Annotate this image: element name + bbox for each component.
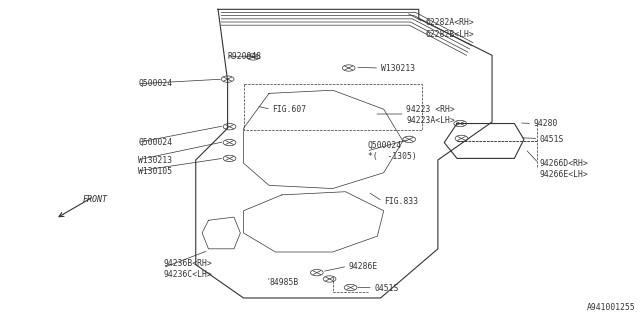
Text: Q500024: Q500024	[368, 141, 402, 150]
Text: 94280: 94280	[534, 119, 558, 128]
Text: FRONT: FRONT	[83, 195, 108, 204]
Text: 94223 <RH>: 94223 <RH>	[406, 105, 455, 114]
Text: 94266D<RH>: 94266D<RH>	[540, 159, 589, 168]
Text: 94236C<LH>: 94236C<LH>	[164, 270, 212, 279]
Text: 94286E: 94286E	[349, 262, 378, 271]
Text: Q500024: Q500024	[138, 138, 173, 147]
Text: FIG.607: FIG.607	[272, 105, 307, 114]
Text: W130213: W130213	[381, 63, 415, 73]
Text: 0451S: 0451S	[540, 135, 564, 144]
Text: FIG.833: FIG.833	[384, 197, 418, 206]
Text: W130213: W130213	[138, 156, 173, 164]
Text: 0451S: 0451S	[374, 284, 399, 293]
Text: R920048: R920048	[228, 52, 262, 61]
Text: *(  -1305): *( -1305)	[368, 152, 417, 161]
Text: 62282A<RH>: 62282A<RH>	[425, 18, 474, 27]
Text: 62282B<LH>: 62282B<LH>	[425, 30, 474, 39]
Text: 94223A<LH>: 94223A<LH>	[406, 116, 455, 125]
Text: 94236B<RH>: 94236B<RH>	[164, 259, 212, 268]
Text: Q500024: Q500024	[138, 79, 173, 88]
Text: A941001255: A941001255	[587, 303, 636, 312]
Text: W130105: W130105	[138, 167, 173, 176]
Text: 84985B: 84985B	[269, 278, 298, 287]
Text: 94266E<LH>: 94266E<LH>	[540, 170, 589, 179]
